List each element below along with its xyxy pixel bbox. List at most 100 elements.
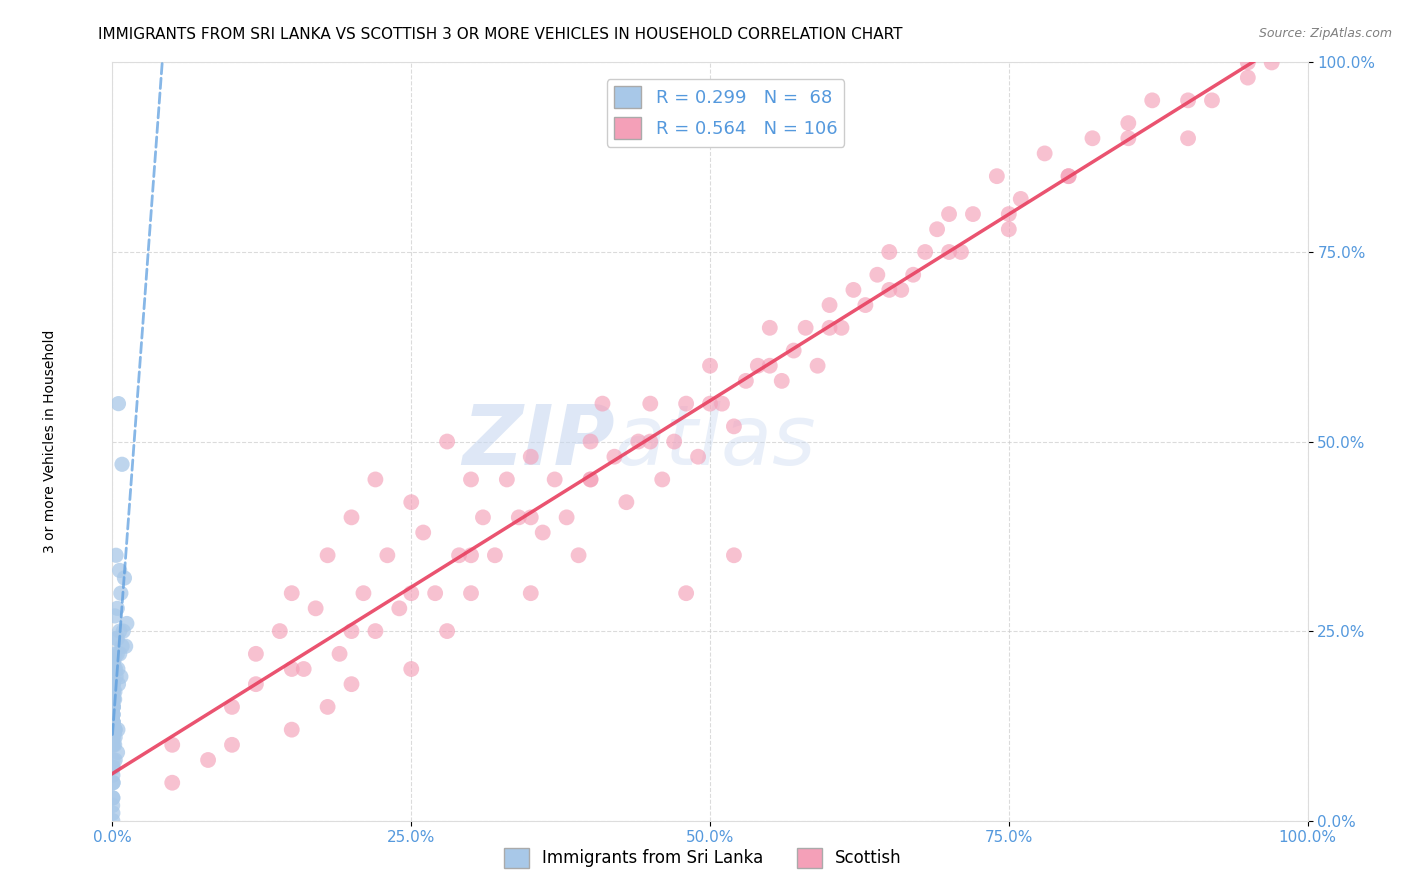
Point [388, 601, 411, 615]
Point [107, 746, 129, 760]
Point [104, 723, 127, 737]
Point [114, 639, 136, 653]
Point [496, 473, 519, 487]
Point [245, 677, 267, 691]
Point [103, 655, 125, 669]
Point [114, 571, 135, 585]
Point [1237, 70, 1260, 85]
Point [281, 662, 304, 676]
Text: ZIP: ZIP [461, 401, 614, 482]
Point [108, 624, 131, 639]
Point [1177, 93, 1199, 107]
Point [104, 647, 127, 661]
Point [627, 434, 650, 449]
Point [103, 730, 125, 744]
Point [107, 677, 129, 691]
Point [105, 647, 128, 661]
Point [111, 639, 134, 653]
Point [903, 268, 925, 282]
Point [101, 776, 124, 790]
Point [107, 396, 129, 410]
Point [292, 662, 315, 676]
Point [112, 624, 135, 639]
Point [101, 715, 124, 730]
Point [103, 699, 125, 714]
Point [281, 723, 304, 737]
Point [103, 655, 125, 669]
Point [520, 450, 543, 464]
Point [794, 320, 817, 334]
Point [103, 699, 125, 714]
Point [269, 624, 291, 639]
Point [221, 738, 243, 752]
Point [998, 207, 1021, 221]
Point [377, 548, 399, 563]
Point [101, 791, 124, 805]
Point [998, 222, 1021, 236]
Point [162, 776, 183, 790]
Point [723, 548, 745, 563]
Point [101, 738, 124, 752]
Text: IMMIGRANTS FROM SRI LANKA VS SCOTTISH 3 OR MORE VEHICLES IN HOUSEHOLD CORRELATIO: IMMIGRANTS FROM SRI LANKA VS SCOTTISH 3 … [98, 27, 903, 42]
Point [105, 632, 128, 646]
Point [890, 283, 912, 297]
Point [101, 715, 124, 730]
Point [115, 616, 138, 631]
Point [675, 396, 697, 410]
Point [104, 662, 127, 676]
Point [1033, 146, 1056, 161]
Point [104, 723, 127, 737]
Point [460, 586, 482, 600]
Point [101, 677, 124, 691]
Point [579, 473, 602, 487]
Point [221, 699, 243, 714]
Point [543, 473, 565, 487]
Point [938, 244, 960, 259]
Point [592, 396, 614, 410]
Point [101, 776, 124, 790]
Point [101, 798, 124, 813]
Point [107, 662, 129, 676]
Point [1081, 131, 1104, 145]
Point [101, 707, 124, 722]
Point [616, 495, 638, 509]
Point [425, 586, 447, 600]
Text: Source: ZipAtlas.com: Source: ZipAtlas.com [1258, 27, 1392, 40]
Point [107, 723, 129, 737]
Point [436, 434, 458, 449]
Point [197, 753, 219, 767]
Point [108, 564, 131, 578]
Point [472, 510, 495, 524]
Point [101, 760, 124, 774]
Point [101, 699, 124, 714]
Point [104, 608, 127, 623]
Point [340, 677, 363, 691]
Point [103, 685, 125, 699]
Point [1142, 93, 1164, 107]
Point [104, 730, 127, 744]
Point [759, 320, 782, 334]
Point [162, 738, 183, 752]
Y-axis label: 3 or more Vehicles in Household: 3 or more Vehicles in Household [44, 330, 56, 553]
Point [520, 510, 543, 524]
Point [568, 548, 591, 563]
Point [111, 457, 134, 471]
Point [842, 283, 865, 297]
Legend: R = 0.299   N =  68, R = 0.564   N = 106: R = 0.299 N = 68, R = 0.564 N = 106 [607, 79, 845, 146]
Point [104, 723, 127, 737]
Point [110, 669, 132, 683]
Point [401, 495, 423, 509]
Point [103, 685, 125, 699]
Legend: Immigrants from Sri Lanka, Scottish: Immigrants from Sri Lanka, Scottish [498, 841, 908, 875]
Point [783, 343, 806, 358]
Point [484, 548, 506, 563]
Point [340, 624, 363, 639]
Point [1057, 169, 1080, 184]
Point [699, 359, 721, 373]
Point [101, 768, 124, 782]
Point [579, 434, 602, 449]
Point [401, 662, 423, 676]
Point [818, 298, 841, 312]
Point [412, 525, 434, 540]
Point [807, 359, 830, 373]
